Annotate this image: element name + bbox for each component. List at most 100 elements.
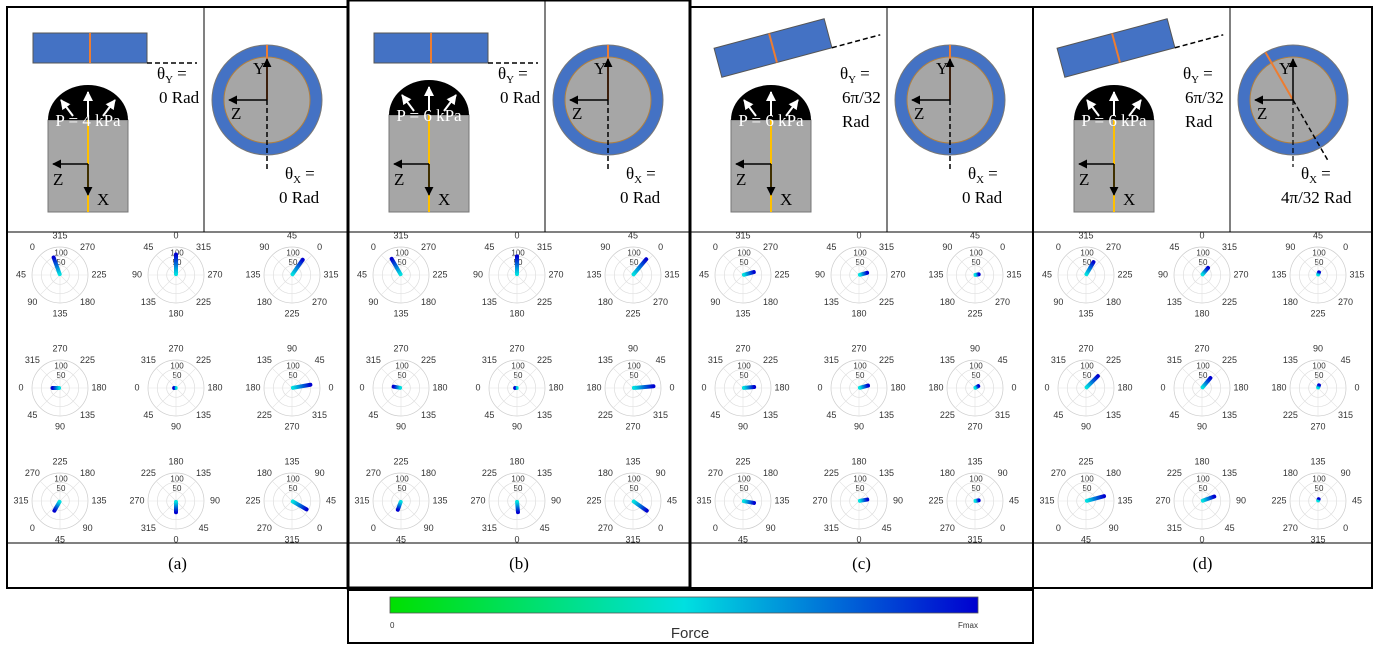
r-tick-label: 100 bbox=[1080, 361, 1094, 370]
angle-label: 225 bbox=[598, 410, 613, 420]
colorbar-title: Force bbox=[671, 625, 709, 642]
angle-label: 135 bbox=[879, 468, 894, 478]
angle-label: 270 bbox=[168, 343, 183, 353]
r-tick-label: 50 bbox=[289, 484, 298, 493]
polar-spoke bbox=[1086, 388, 1106, 408]
angle-label: 135 bbox=[421, 410, 436, 420]
colorbar-max: Fmax bbox=[958, 621, 978, 630]
angle-label: 315 bbox=[664, 269, 679, 279]
theta-sub: X bbox=[293, 174, 301, 186]
angle-label: 90 bbox=[893, 495, 903, 505]
r-tick-label: 100 bbox=[627, 361, 641, 370]
angle-label: 90 bbox=[55, 421, 65, 431]
z-label: Z bbox=[394, 170, 404, 189]
angle-label: 135 bbox=[196, 410, 211, 420]
angle-label: 90 bbox=[83, 523, 93, 533]
r-tick-label: 100 bbox=[170, 361, 184, 370]
angle-label: 135 bbox=[245, 269, 260, 279]
caption: (c) bbox=[852, 554, 871, 573]
angle-label: 135 bbox=[1271, 269, 1286, 279]
angle-label: 315 bbox=[141, 355, 156, 365]
angle-label: 135 bbox=[80, 410, 95, 420]
angle-label: 135 bbox=[586, 269, 601, 279]
angle-label: 0 bbox=[18, 382, 23, 392]
angle-label: 45 bbox=[1341, 355, 1351, 365]
polar-plot: 5010018013590450315270225 bbox=[812, 456, 903, 544]
polar-plot: 5010031527022518013590450 bbox=[1042, 230, 1133, 318]
angle-label: 90 bbox=[1313, 343, 1323, 353]
force-trace bbox=[975, 386, 978, 388]
angle-label: 225 bbox=[928, 495, 943, 505]
caption: (b) bbox=[509, 554, 529, 573]
polar-spoke bbox=[859, 275, 879, 295]
angle-label: 315 bbox=[354, 495, 369, 505]
angle-label: 225 bbox=[537, 355, 552, 365]
angle-label: 315 bbox=[625, 534, 640, 544]
angle-label: 0 bbox=[514, 230, 519, 240]
z-label: Z bbox=[1079, 170, 1089, 189]
angle-label: 315 bbox=[52, 230, 67, 240]
panels: P = 4 kPaZXθY=0 RadYZθX=0 Rad50100315270… bbox=[7, 0, 1372, 588]
r-tick-label: 50 bbox=[289, 371, 298, 380]
angle-label: 315 bbox=[1222, 242, 1237, 252]
angle-label: 225 bbox=[537, 297, 552, 307]
angle-label: 180 bbox=[1117, 382, 1132, 392]
angle-label: 0 bbox=[514, 534, 519, 544]
angle-label: 135 bbox=[1167, 297, 1182, 307]
caption: (a) bbox=[168, 554, 187, 573]
angle-label: 225 bbox=[879, 355, 894, 365]
panel: P = 6 kPaZXθY=0 RadYZθX=0 Rad50100315270… bbox=[348, 0, 690, 588]
angle-label: 180 bbox=[168, 456, 183, 466]
angle-label: 45 bbox=[16, 269, 26, 279]
polar-spoke bbox=[633, 388, 653, 408]
angle-label: 135 bbox=[432, 495, 447, 505]
angle-label: 45 bbox=[656, 355, 666, 365]
angle-label: 0 bbox=[1199, 230, 1204, 240]
theta-x-value: 0 Rad bbox=[962, 188, 1003, 207]
polar-spoke bbox=[723, 388, 743, 408]
polar-plot: 5010045031527022518013590 bbox=[1271, 230, 1364, 318]
force-trace bbox=[860, 273, 867, 275]
bar-group bbox=[714, 6, 880, 77]
angle-label: 315 bbox=[995, 410, 1010, 420]
angle-label: 315 bbox=[1167, 523, 1182, 533]
colorbar-gradient bbox=[390, 597, 978, 613]
angle-label: 180 bbox=[80, 468, 95, 478]
angle-label: 315 bbox=[824, 355, 839, 365]
angle-label: 180 bbox=[421, 468, 436, 478]
angle-label: 135 bbox=[141, 297, 156, 307]
theta-symbol: θ bbox=[1183, 64, 1191, 83]
r-tick-label: 50 bbox=[173, 371, 182, 380]
angle-label: 90 bbox=[854, 421, 864, 431]
theta-symbol: θ bbox=[157, 64, 165, 83]
angle-label: 180 bbox=[890, 382, 905, 392]
angle-label: 90 bbox=[315, 468, 325, 478]
angle-label: 180 bbox=[586, 382, 601, 392]
polar-plot: 5010027022518013590450315 bbox=[18, 343, 106, 431]
angle-label: 0 bbox=[173, 230, 178, 240]
angle-label: 180 bbox=[1283, 297, 1298, 307]
x-label: X bbox=[1123, 190, 1135, 209]
angle-label: 0 bbox=[30, 242, 35, 252]
r-tick-label: 50 bbox=[57, 371, 66, 380]
force-trace bbox=[1318, 385, 1319, 387]
polar-plot: 5010027022518013590450315 bbox=[1160, 343, 1248, 431]
angle-label: 225 bbox=[393, 456, 408, 466]
angle-label: 90 bbox=[132, 269, 142, 279]
polar-spoke bbox=[40, 388, 60, 408]
angle-label: 0 bbox=[1044, 382, 1049, 392]
angle-label: 90 bbox=[551, 495, 561, 505]
angle-label: 90 bbox=[1053, 297, 1063, 307]
theta-x-value: 0 Rad bbox=[279, 188, 320, 207]
angle-label: 315 bbox=[824, 523, 839, 533]
angle-label: 135 bbox=[598, 355, 613, 365]
r-tick-label: 100 bbox=[395, 474, 409, 483]
angle-label: 135 bbox=[196, 468, 211, 478]
r-tick-label: 100 bbox=[737, 248, 751, 257]
angle-label: 135 bbox=[879, 410, 894, 420]
polar-plot: 5010022518013590450315270 bbox=[354, 456, 447, 544]
polar-plot: 5010031527022518013590450 bbox=[357, 230, 448, 318]
angle-label: 0 bbox=[1354, 382, 1359, 392]
angle-label: 225 bbox=[625, 308, 640, 318]
